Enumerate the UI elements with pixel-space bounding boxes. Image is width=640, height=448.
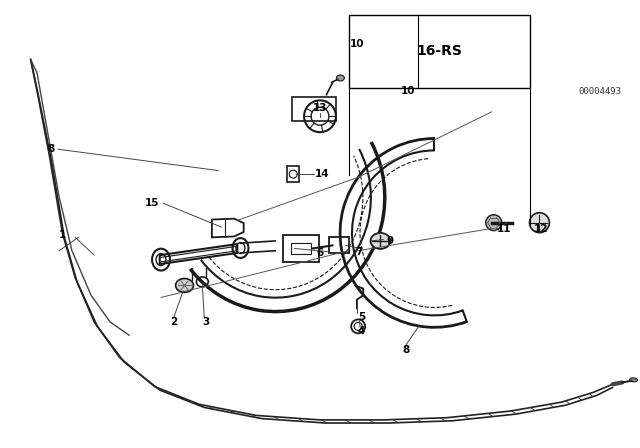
Circle shape xyxy=(486,215,502,231)
Text: 2: 2 xyxy=(170,317,177,327)
Bar xyxy=(292,97,335,121)
Text: 00004493: 00004493 xyxy=(579,87,621,96)
Text: 11: 11 xyxy=(497,224,512,234)
Bar xyxy=(283,235,319,263)
Text: 13: 13 xyxy=(313,103,327,113)
Text: 7: 7 xyxy=(356,247,363,257)
Text: 1: 1 xyxy=(58,230,65,240)
Bar xyxy=(349,15,530,88)
Text: 9: 9 xyxy=(387,236,394,246)
Text: 8: 8 xyxy=(402,345,410,354)
Text: 5: 5 xyxy=(358,312,365,322)
Text: 3: 3 xyxy=(202,317,209,327)
Ellipse shape xyxy=(337,75,344,81)
Text: 4: 4 xyxy=(358,326,365,336)
Ellipse shape xyxy=(630,378,637,382)
Text: 14: 14 xyxy=(315,169,330,179)
Text: 15: 15 xyxy=(145,198,160,208)
Ellipse shape xyxy=(175,279,193,293)
Circle shape xyxy=(529,213,549,233)
Text: 10: 10 xyxy=(400,86,415,96)
Bar xyxy=(287,166,300,182)
Text: 16-RS: 16-RS xyxy=(416,44,462,59)
Text: 6: 6 xyxy=(316,248,324,258)
Text: 8: 8 xyxy=(47,144,54,154)
Bar xyxy=(291,242,311,254)
Bar xyxy=(329,237,349,253)
Text: 10: 10 xyxy=(349,39,364,49)
Ellipse shape xyxy=(371,233,390,249)
Text: 12: 12 xyxy=(534,224,548,234)
